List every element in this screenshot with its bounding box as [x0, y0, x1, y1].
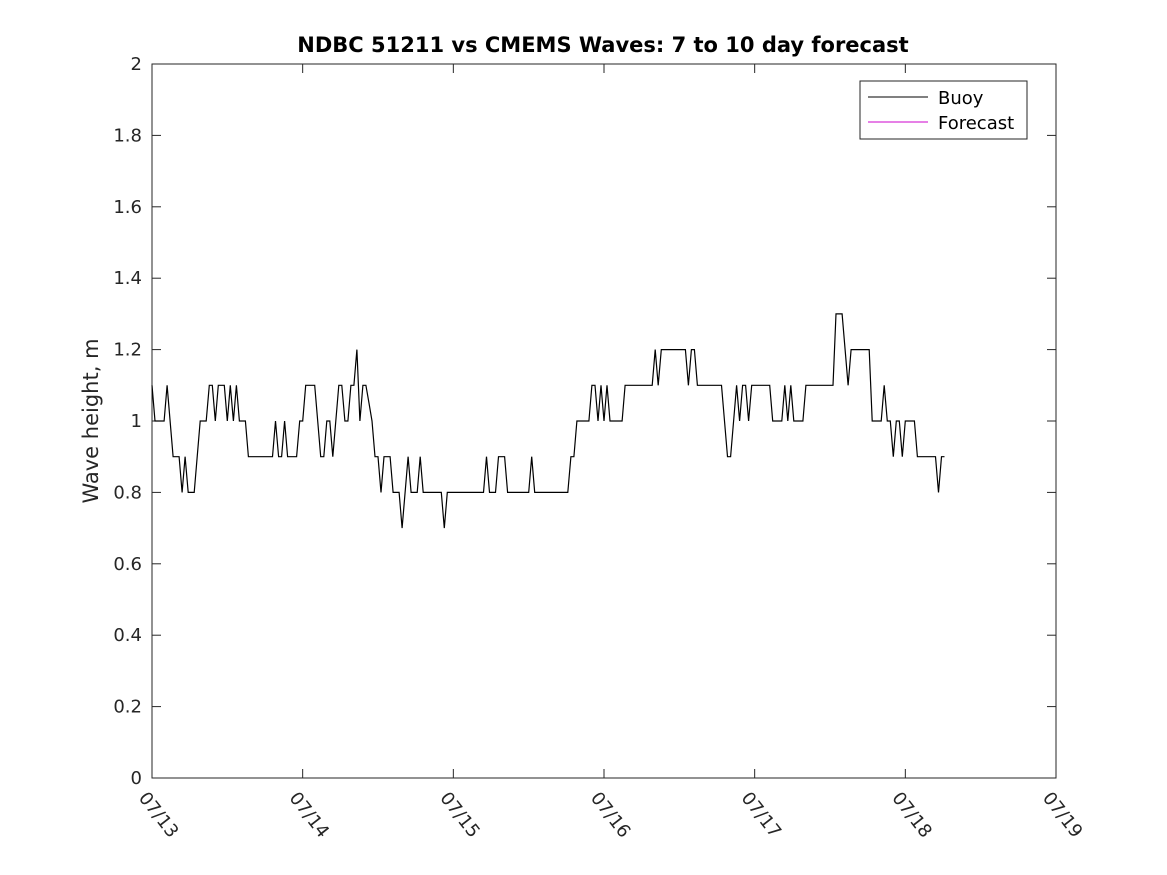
chart-title: NDBC 51211 vs CMEMS Waves: 7 to 10 day f…	[297, 33, 908, 57]
x-tick-label: 07/16	[586, 788, 634, 842]
y-tick-label: 1.8	[113, 125, 142, 146]
y-axis: 0 0.2 0.4 0.6 0.8 1 1.2 1.4 1.6 1.8 2	[113, 54, 1056, 789]
y-tick-label: 0.2	[113, 697, 142, 718]
y-tick-label: 0	[131, 768, 142, 789]
y-tick-label: 2	[131, 54, 142, 75]
x-tick-label: 07/13	[134, 788, 182, 842]
x-tick-label: 07/17	[737, 788, 785, 842]
y-tick-label: 1.4	[113, 268, 142, 289]
legend-label-forecast: Forecast	[938, 113, 1014, 134]
y-tick-label: 0.4	[113, 625, 142, 646]
y-tick-label: 0.6	[113, 554, 142, 575]
y-tick-label: 1.6	[113, 197, 142, 218]
x-tick-label: 07/14	[285, 788, 333, 842]
series-line-buoy	[151, 313, 945, 529]
legend: Buoy Forecast	[859, 80, 1028, 140]
y-tick-label: 1	[131, 411, 142, 432]
x-tick-label: 07/19	[1038, 788, 1086, 842]
y-axis-label: Wave height, m	[79, 338, 103, 503]
legend-box	[859, 80, 1028, 140]
x-tick-label: 07/18	[887, 788, 935, 842]
x-tick-label: 07/15	[435, 788, 483, 842]
y-tick-label: 0.8	[113, 482, 142, 503]
series-layer	[151, 313, 945, 529]
x-axis: 07/13 07/14 07/15 07/16 07/17 07/18 07/19	[134, 64, 1087, 842]
y-tick-label: 1.2	[113, 340, 142, 361]
legend-label-buoy: Buoy	[938, 88, 984, 109]
